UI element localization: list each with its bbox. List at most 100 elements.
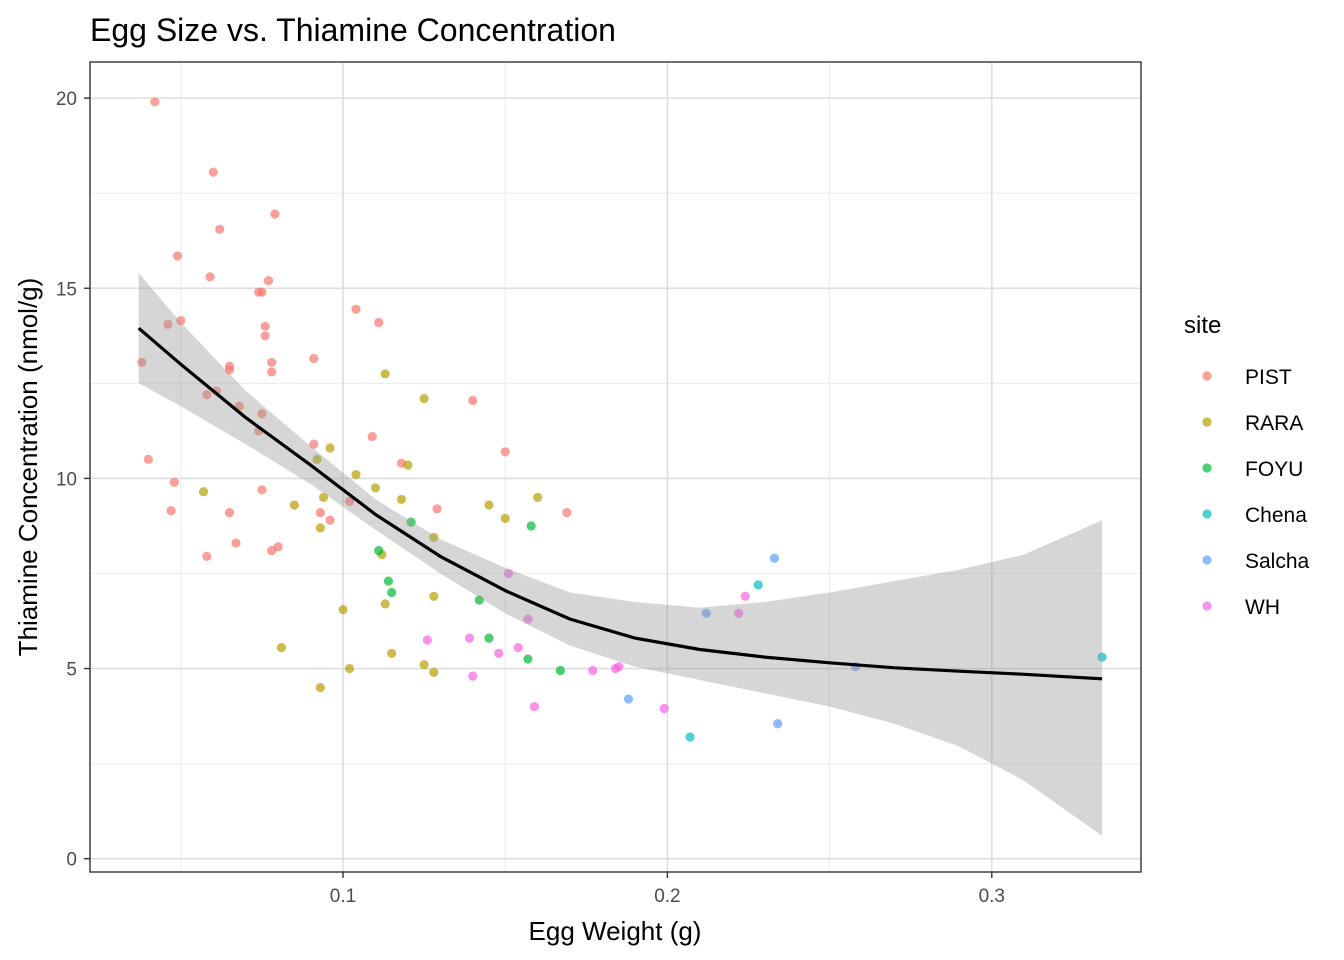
data-point-pist: [166, 506, 176, 516]
data-point-rara: [344, 663, 355, 674]
data-point-rara: [198, 487, 209, 497]
data-point-salcha: [623, 694, 634, 704]
data-point-rara: [325, 443, 335, 453]
data-point-chena: [685, 732, 695, 742]
data-point-pist: [367, 431, 377, 442]
data-point-pist: [351, 304, 361, 314]
data-point-wh: [659, 703, 669, 714]
data-point-rara: [338, 605, 348, 615]
smooth-line: [137, 326, 1103, 681]
data-point-pist: [231, 538, 241, 548]
y-axis: 0 5 10 15 20: [56, 89, 90, 871]
data-point-foyu: [374, 546, 384, 556]
legend-key-salcha: [1202, 555, 1212, 565]
data-point-wh: [614, 662, 624, 672]
data-point-pist: [263, 276, 274, 286]
data-point-pist: [202, 390, 212, 400]
grid-minor: [90, 62, 1141, 872]
data-point-pist: [267, 367, 277, 377]
legend-key-pist: [1202, 371, 1212, 381]
data-point-pist: [267, 357, 277, 368]
plot-panel: [89, 61, 1142, 873]
legend-key-foyu: [1202, 463, 1212, 473]
data-point-wh: [588, 665, 598, 676]
legend-items: PIST RARA FOYU Chena Salcha WH: [1202, 366, 1310, 619]
x-tick-label: 0.2: [654, 886, 680, 907]
data-point-pist: [257, 409, 267, 419]
y-tick-label: 5: [66, 660, 77, 681]
data-point-rara: [370, 483, 381, 493]
data-point-rara: [484, 500, 494, 510]
data-point-pist: [205, 272, 215, 282]
data-point-wh: [740, 591, 750, 601]
data-point-rara: [315, 523, 325, 533]
data-point-foyu: [555, 665, 565, 676]
data-point-rara: [419, 660, 429, 670]
legend-label-rara: RARA: [1245, 412, 1303, 435]
data-point-pist: [344, 496, 355, 506]
data-point-rara: [312, 454, 322, 464]
data-point-pist: [500, 447, 510, 457]
data-point-chena: [753, 580, 763, 590]
data-point-pist: [150, 97, 160, 107]
panel-background: [90, 62, 1141, 872]
data-point-pist: [468, 395, 478, 406]
data-point-pist: [325, 515, 335, 525]
data-point-pist: [224, 508, 235, 518]
data-point-wh: [529, 701, 540, 712]
data-point-wh: [494, 648, 504, 658]
legend-label-chena: Chena: [1245, 504, 1307, 527]
legend-key-chena: [1202, 509, 1212, 519]
data-point-pist: [309, 439, 319, 449]
data-points: [137, 97, 1107, 742]
legend-key-wh: [1202, 601, 1212, 611]
data-point-foyu: [523, 654, 533, 664]
data-point-foyu: [474, 595, 484, 605]
legend-label-wh: WH: [1245, 596, 1280, 619]
data-point-wh: [503, 568, 514, 579]
data-point-pist: [137, 357, 147, 368]
data-point-rara: [396, 494, 407, 504]
data-point-rara: [380, 599, 390, 609]
data-point-foyu: [484, 633, 494, 643]
data-point-wh: [523, 614, 533, 624]
x-axis: 0.1 0.2 0.3: [330, 872, 1005, 907]
data-point-foyu: [383, 576, 394, 586]
data-point-pist: [172, 251, 183, 261]
data-point-rara: [380, 369, 390, 379]
data-point-rara: [276, 643, 286, 653]
x-tick-label: 0.1: [330, 886, 356, 907]
data-point-pist: [374, 317, 384, 328]
panel-border: [89, 61, 1142, 873]
data-point-rara: [387, 648, 397, 658]
data-point-rara: [429, 532, 439, 542]
data-point-rara: [315, 682, 325, 693]
data-point-pist: [315, 508, 325, 518]
data-point-pist: [562, 508, 572, 518]
data-point-rara: [429, 591, 439, 601]
data-point-foyu: [526, 521, 536, 531]
data-point-rara: [289, 500, 299, 510]
legend-label-foyu: FOYU: [1245, 458, 1303, 481]
data-point-pist: [202, 551, 212, 561]
x-tick-label: 0.3: [979, 886, 1005, 907]
legend-label-pist: PIST: [1245, 366, 1292, 389]
confidence-band: [138, 273, 1103, 836]
data-point-rara: [351, 470, 361, 480]
y-tick-label: 15: [56, 279, 77, 300]
data-point-salcha: [701, 608, 711, 619]
y-tick-label: 20: [56, 89, 77, 110]
legend-key-rara: [1202, 417, 1212, 427]
data-point-pist: [143, 454, 153, 464]
data-point-wh: [422, 635, 432, 645]
data-point-pist: [260, 321, 270, 331]
data-point-salcha: [773, 719, 783, 729]
data-point-wh: [734, 608, 744, 619]
data-point-wh: [468, 671, 478, 681]
data-point-pist: [257, 485, 267, 495]
data-point-pist: [254, 287, 264, 297]
data-point-wh: [513, 643, 523, 653]
data-point-pist: [270, 209, 280, 219]
data-point-pist: [432, 504, 442, 514]
